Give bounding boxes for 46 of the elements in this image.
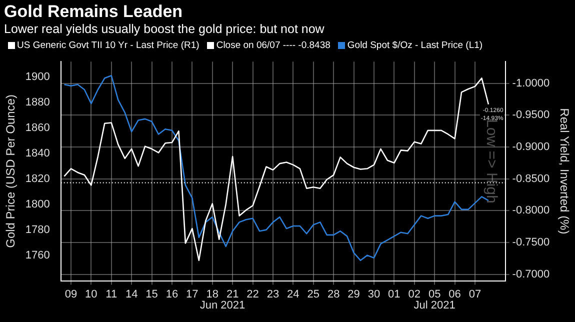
- y2-axis-title: Real Yield, Inverted (%): [557, 108, 572, 234]
- y2-tick-label: -0.9500: [512, 109, 550, 122]
- y-tick-label: 1840: [25, 147, 50, 160]
- chart-title: Gold Remains Leaden: [4, 2, 183, 22]
- x-tick-label: 09: [64, 288, 78, 300]
- x-tick-label: 22: [246, 288, 259, 300]
- x-tick-label: 02: [408, 288, 421, 300]
- y-tick-label: 1800: [25, 198, 50, 210]
- x-tick-label: 25: [307, 288, 320, 300]
- text: Jul 2021: [414, 299, 456, 312]
- y-tick-label: 1760: [25, 249, 50, 262]
- y2-tick-label: -0.8500: [512, 172, 550, 185]
- y2-tick-label: -0.8000: [512, 204, 550, 217]
- y2-tick-label: -0.9000: [512, 141, 550, 154]
- y-tick-label: 1780: [25, 224, 50, 236]
- x-tick-label: 18: [206, 288, 219, 300]
- x-tick-label: 05: [428, 288, 441, 300]
- x-tick-label: 17: [186, 288, 198, 300]
- x-tick-label: 06: [448, 288, 461, 300]
- chart-subtitle: Lower real yields usually boost the gold price: but not now: [4, 22, 324, 36]
- x-tick-label: 15: [146, 288, 158, 300]
- y2-tick-label: -1.0000: [512, 77, 550, 90]
- x-tick-label: 14: [125, 288, 138, 300]
- y-axis-title: Gold Price (USD Per Ounce): [4, 94, 18, 248]
- y2-tick-label: -0.7000: [512, 268, 550, 280]
- text: Jun 2021: [200, 299, 246, 312]
- y-tick-label: 1880: [25, 96, 50, 108]
- x-tick-label: 21: [226, 288, 239, 300]
- y2-tick-label: -0.7500: [512, 236, 550, 249]
- x-tick-label: 16: [166, 288, 178, 300]
- legend-label: Gold Spot $/Oz - Last Price (L1): [346, 40, 483, 51]
- x-tick-label: 11: [106, 288, 118, 300]
- x-tick-label: 29: [348, 288, 360, 300]
- y-tick-label: 1900: [25, 70, 50, 83]
- x-tick-label: 07: [468, 288, 482, 300]
- legend-label: Close on 06/07 ---- -0.8438: [215, 40, 330, 51]
- y-tick-label: 1860: [25, 122, 50, 134]
- x-tick-label: 24: [287, 288, 300, 300]
- annotation: Low => High: [483, 119, 500, 204]
- x-tick-label: 23: [266, 288, 280, 300]
- legend-label: US Generic Govt TII 10 Yr - Last Price (R1): [16, 40, 200, 51]
- y-tick-label: 1820: [25, 172, 50, 185]
- x-tick-label: 10: [85, 288, 98, 300]
- x-tick-label: 01: [388, 288, 400, 300]
- x-tick-label: 30: [368, 288, 380, 300]
- x-tick-label: 28: [327, 288, 340, 300]
